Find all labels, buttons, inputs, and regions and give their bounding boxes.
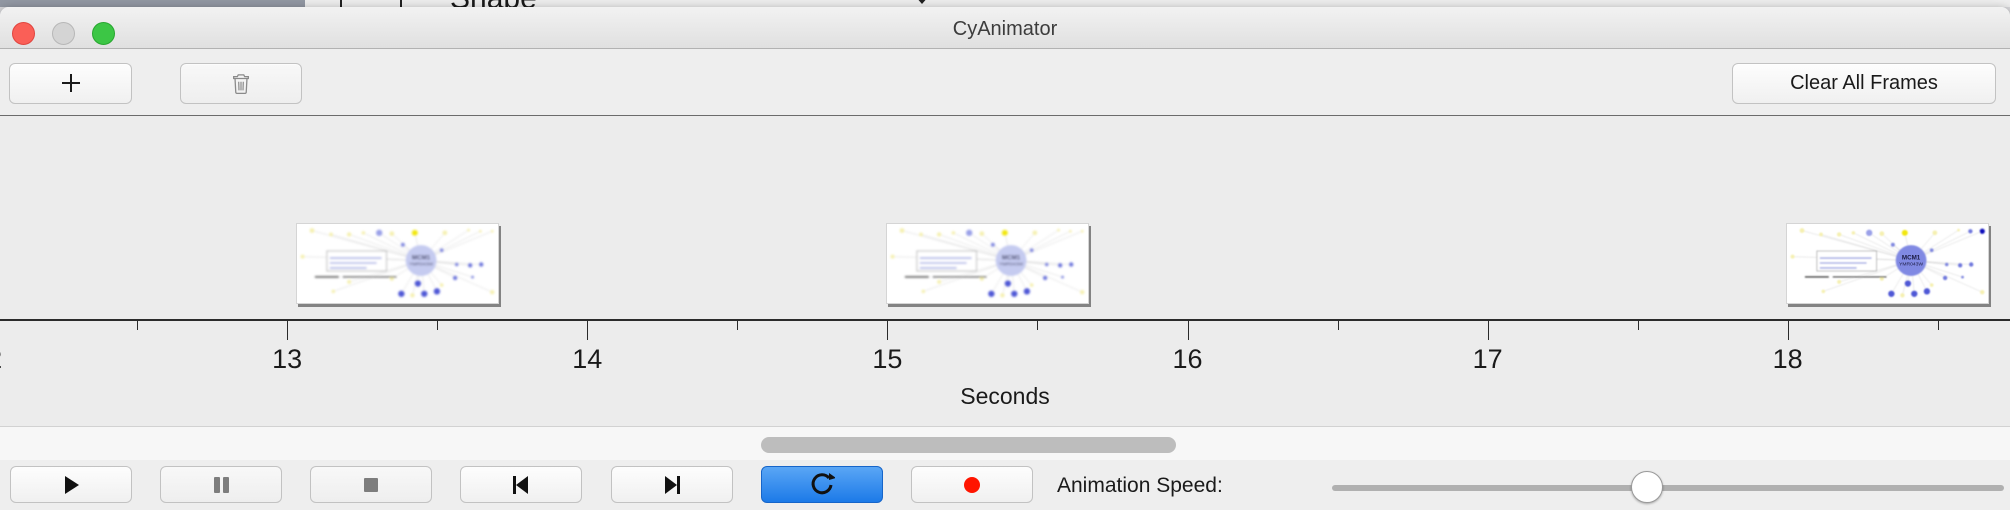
svg-text:MCM1: MCM1 bbox=[1902, 255, 1921, 262]
svg-text:YMR043W: YMR043W bbox=[1899, 261, 1923, 267]
svg-text:MCM1: MCM1 bbox=[1002, 255, 1021, 262]
svg-text:MCM1: MCM1 bbox=[412, 255, 431, 262]
svg-text:YMR043W: YMR043W bbox=[409, 261, 433, 267]
svg-text:YMR043W: YMR043W bbox=[999, 261, 1023, 267]
